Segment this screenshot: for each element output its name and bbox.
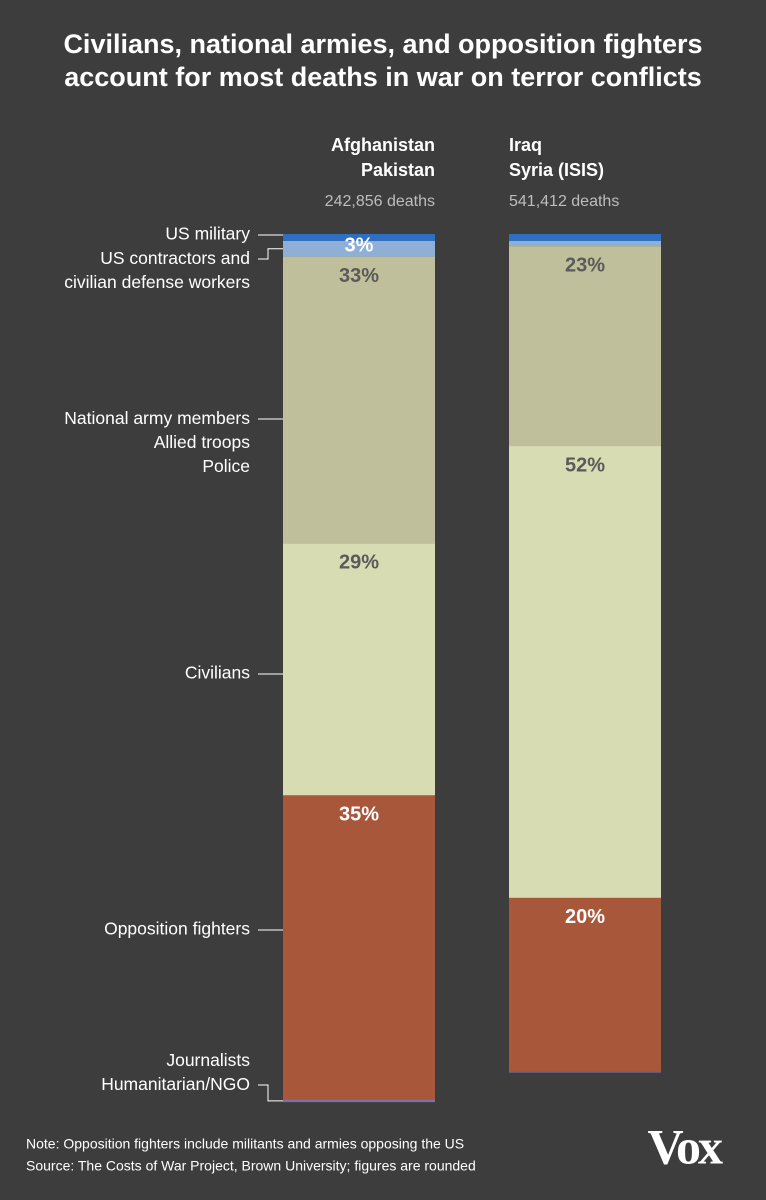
series-label: US contractors and civilian defense worke… [64, 248, 250, 292]
bar-segment [283, 240, 435, 257]
bar-segment [283, 234, 435, 241]
leader-line [258, 248, 283, 260]
value-label: 20% [565, 906, 605, 928]
logo: Vox [647, 1118, 723, 1174]
series-label: Opposition fighters [104, 919, 250, 939]
bar-segment [509, 1071, 661, 1073]
category-total: 541,412 deaths [509, 193, 619, 210]
note: Note: Opposition fighters include milita… [26, 1136, 464, 1152]
bar-segment [509, 897, 661, 1072]
bar-segment [283, 256, 435, 544]
source: Source: The Costs of War Project, Brown … [26, 1158, 476, 1174]
bar-segment [509, 446, 661, 898]
category-total: 242,856 deaths [325, 193, 435, 210]
annotation: 3% [345, 235, 374, 257]
value-label: 35% [339, 804, 379, 826]
value-label: 29% [339, 552, 379, 574]
bar-segment [509, 240, 661, 247]
bar-segment [509, 246, 661, 447]
chart-title: Civilians, national armies, and oppositi… [63, 29, 702, 92]
bar-segment [283, 543, 435, 796]
category-label: Iraq Syria (ISIS) [509, 135, 604, 180]
value-label: 52% [565, 454, 605, 476]
series-label: US military [165, 224, 250, 244]
category-label: Afghanistan Pakistan [331, 135, 435, 180]
series-label: National army members Allied troops Police [64, 408, 250, 476]
value-label: 23% [565, 254, 605, 276]
bar-segment [509, 234, 661, 241]
value-label: 33% [339, 265, 379, 287]
series-label: Civilians [185, 663, 250, 683]
leader-line [258, 1084, 283, 1102]
bar-segment [283, 1099, 435, 1103]
series-label: Journalists Humanitarian/NGO [101, 1050, 250, 1094]
bar-segment [283, 795, 435, 1100]
